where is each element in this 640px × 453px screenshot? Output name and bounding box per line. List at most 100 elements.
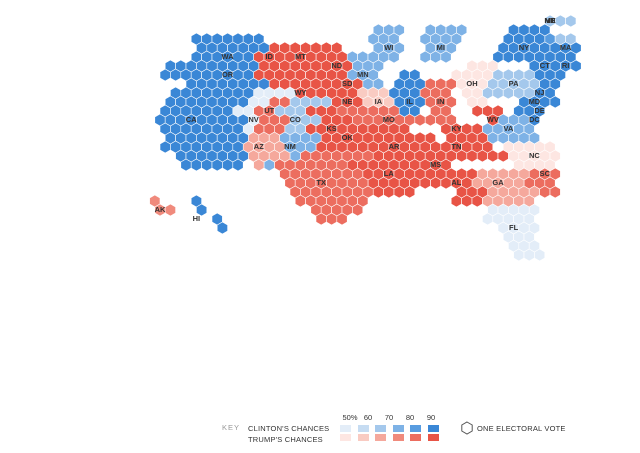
swatch-dem-step	[427, 425, 439, 432]
hex-tx	[326, 212, 338, 226]
hex-al	[450, 194, 462, 208]
state-label-la: LA	[384, 169, 395, 178]
swatch-dem-step	[410, 425, 421, 432]
hex-ok	[326, 140, 338, 154]
state-label-ut: UT	[264, 106, 274, 115]
hex-pa	[492, 86, 504, 100]
state-label-wy: WY	[294, 88, 306, 97]
hex-mt	[331, 41, 343, 55]
legend-clinton-label: CLINTON'S CHANCES	[248, 424, 330, 433]
hex-ri	[570, 59, 582, 73]
hex-tn	[487, 149, 499, 163]
hex-tx	[352, 203, 364, 217]
state-label-co: CO	[290, 115, 301, 124]
hex-ky	[466, 131, 478, 145]
hex-ca	[201, 158, 213, 172]
hex-nj	[534, 68, 546, 82]
hex-sc	[539, 185, 551, 199]
hex-or	[159, 68, 171, 82]
swatch-rep-step	[427, 434, 439, 441]
hex-mi	[430, 50, 442, 64]
hex-tn	[456, 149, 468, 163]
state-label-az: AZ	[254, 142, 264, 151]
hex-fl	[523, 248, 535, 262]
hex-wa	[258, 41, 270, 55]
swatch-dem-step	[375, 425, 386, 432]
hex-ca	[180, 158, 192, 172]
hex-hi	[216, 221, 228, 235]
hex-me	[565, 14, 577, 28]
hex-mo	[424, 113, 436, 127]
state-label-mo: MO	[383, 115, 395, 124]
hex-az	[268, 149, 280, 163]
hex-oh	[476, 95, 488, 109]
hex-la	[404, 185, 416, 199]
state-label-me: ME	[544, 16, 555, 25]
hex-tx	[315, 212, 327, 226]
hex-fl	[534, 248, 546, 262]
hex-or	[258, 77, 270, 91]
hex-wv	[487, 113, 499, 127]
state-label-ny: NY	[519, 43, 529, 52]
legend-tick-60: 60	[363, 413, 373, 422]
hex-ca	[211, 158, 223, 172]
hex-tx	[336, 212, 348, 226]
swatch-rep-step	[392, 434, 404, 441]
hex-tn	[476, 149, 488, 163]
state-label-ok: OK	[342, 133, 354, 142]
state-label-nm: NM	[284, 142, 296, 151]
hex-fl	[513, 248, 525, 262]
legend-tick-90: 90	[426, 413, 436, 422]
hex-ks	[341, 113, 353, 127]
hex-mi	[440, 50, 452, 64]
state-label-ms: MS	[430, 160, 441, 169]
hex-tn	[466, 149, 478, 163]
hex-mo	[435, 113, 447, 127]
hex-ut	[263, 122, 275, 136]
hex-tn	[497, 149, 509, 163]
state-label-oh: OH	[466, 79, 477, 88]
state-label-ar: AR	[389, 142, 400, 151]
legend-vote-label: ONE ELECTORAL VOTE	[477, 424, 566, 433]
hex-nv	[258, 95, 270, 109]
hex-mi	[419, 50, 431, 64]
hex-co	[310, 95, 322, 109]
state-label-tn: TN	[451, 142, 461, 151]
hex-tn	[445, 149, 457, 163]
hex-id	[279, 77, 291, 91]
state-label-md: MD	[529, 97, 541, 106]
state-label-nd: ND	[331, 61, 342, 70]
hex-la	[393, 185, 405, 199]
state-label-va: VA	[503, 124, 513, 133]
hex-nd	[341, 59, 353, 73]
hex-la	[383, 185, 395, 199]
hex-az	[279, 149, 291, 163]
state-label-ri: RI	[562, 61, 570, 70]
state-label-nv: NV	[248, 115, 258, 124]
state-label-mt: MT	[295, 52, 306, 61]
state-label-fl: FL	[509, 223, 519, 232]
hex-la	[419, 176, 431, 190]
hex-nm	[305, 140, 317, 154]
state-label-mn: MN	[357, 70, 369, 79]
hex-fl	[482, 212, 494, 226]
state-label-vt: VT	[545, 16, 555, 25]
hex-ca	[237, 95, 249, 109]
state-label-al: AL	[451, 178, 461, 187]
hex-al	[471, 194, 483, 208]
hex-layer	[149, 14, 582, 262]
hex-az	[253, 158, 265, 172]
one-vote-hex-icon	[461, 421, 473, 435]
state-label-or: OR	[222, 70, 234, 79]
state-label-tx: TX	[316, 178, 326, 187]
hex-oh	[466, 95, 478, 109]
hex-sd	[346, 86, 358, 100]
swatch-rep-step	[340, 434, 351, 441]
swatch-rep-step	[375, 434, 386, 441]
state-label-ga: GA	[492, 178, 504, 187]
state-label-id: ID	[265, 52, 273, 61]
hex-mo	[414, 113, 426, 127]
hex-tx	[294, 194, 306, 208]
state-label-ak: AK	[155, 205, 166, 214]
